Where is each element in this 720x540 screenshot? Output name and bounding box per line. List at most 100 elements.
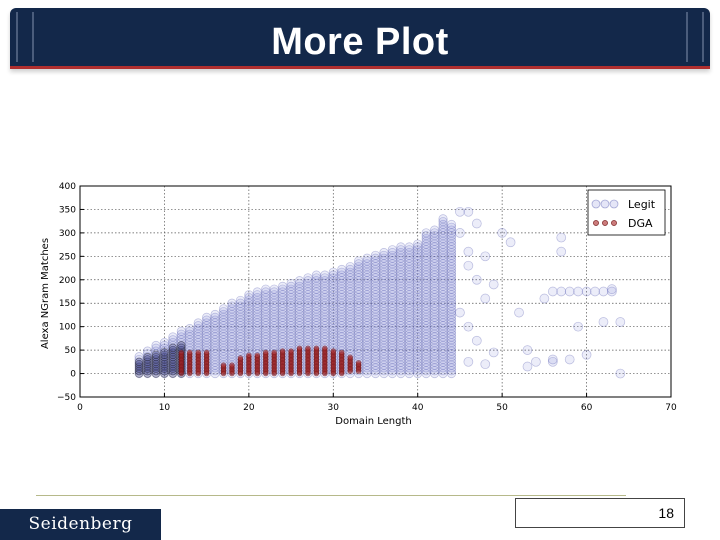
y-tick-label: 300 (59, 229, 76, 239)
legit-point (430, 262, 440, 272)
legit-point (446, 293, 457, 303)
legit-point (345, 321, 355, 331)
legit-point (404, 309, 414, 320)
legit-point (455, 307, 465, 318)
dga-point (187, 368, 193, 374)
dga-point (187, 358, 193, 364)
legit-point (278, 332, 288, 342)
legit-point (413, 309, 423, 320)
legit-point (354, 270, 364, 280)
legit-point (354, 290, 364, 300)
dga-point (187, 349, 193, 356)
legit-point (387, 273, 397, 283)
legit-point (379, 323, 389, 334)
legit-point (446, 222, 457, 232)
legit-point (227, 343, 237, 353)
dga-point (339, 355, 345, 361)
legit-point (328, 315, 338, 325)
legit-point (269, 329, 279, 339)
legit-point (396, 360, 406, 370)
legit-point (370, 304, 381, 314)
dga-point (339, 353, 345, 360)
legit-point (354, 304, 364, 314)
dga-point (195, 369, 201, 375)
legit-point (160, 357, 169, 366)
legit-point (413, 340, 423, 350)
legit-point (446, 349, 457, 359)
dga-point (195, 366, 201, 373)
dga-point (254, 363, 260, 370)
legit-point (345, 346, 355, 356)
legit-point (421, 293, 431, 303)
legend-label-legit: Legit (628, 198, 656, 211)
legit-point (303, 321, 313, 331)
legit-point (261, 284, 271, 294)
legit-point (210, 343, 220, 353)
legit-point (168, 350, 178, 359)
legit-point (413, 278, 423, 289)
legit-point (244, 304, 254, 314)
dga-point (271, 365, 277, 371)
legit-point (421, 242, 431, 252)
legit-point (413, 357, 423, 367)
dga-point (347, 355, 353, 362)
legit-point (235, 301, 245, 311)
legit-point (370, 318, 381, 328)
legit-point (244, 332, 254, 342)
legit-point (438, 307, 448, 317)
legit-point (328, 340, 338, 350)
legit-point (413, 256, 423, 266)
legit-point (362, 318, 372, 328)
legit-point (252, 301, 262, 311)
dga-point (313, 358, 320, 364)
dga-point (288, 365, 294, 371)
legit-point (404, 290, 414, 300)
legit-point (531, 356, 541, 367)
legit-point (421, 248, 431, 258)
legit-point (286, 278, 296, 289)
legit-point (269, 290, 279, 300)
legit-point (354, 343, 364, 353)
dga-point (203, 355, 210, 361)
legit-point (151, 340, 161, 350)
dga-point (279, 368, 286, 374)
dga-point (339, 370, 345, 377)
dga-point (313, 368, 320, 374)
legit-point (159, 338, 169, 348)
legit-point (379, 256, 389, 266)
dga-point (339, 349, 345, 356)
legit-point (218, 329, 229, 339)
legit-point (218, 338, 229, 348)
dga-point (195, 358, 201, 364)
legit-point (286, 318, 296, 328)
dga-point (178, 363, 185, 370)
legit-point (278, 335, 288, 345)
legit-point (446, 329, 457, 339)
dga-point (279, 349, 286, 356)
legit-point (379, 276, 389, 286)
legit-point (430, 321, 440, 331)
legit-point (269, 287, 279, 297)
legit-point (176, 326, 186, 336)
legit-point (413, 335, 423, 345)
legit-point (430, 276, 440, 286)
legit-point (210, 363, 220, 373)
legit-point (430, 318, 440, 328)
legit-point (387, 329, 397, 339)
legit-point (218, 309, 229, 320)
legit-point (446, 253, 457, 263)
legit-point (387, 295, 397, 305)
dga-point (288, 362, 294, 368)
legit-point (252, 307, 262, 317)
legit-point (235, 309, 245, 320)
legit-point (430, 312, 440, 322)
legit-point (438, 329, 448, 339)
legit-point (354, 278, 364, 289)
legit-point (252, 338, 262, 348)
legit-point (362, 360, 372, 370)
legit-point (160, 360, 169, 369)
legit-point (387, 340, 397, 350)
legit-point (413, 318, 423, 328)
legit-point (413, 253, 423, 263)
